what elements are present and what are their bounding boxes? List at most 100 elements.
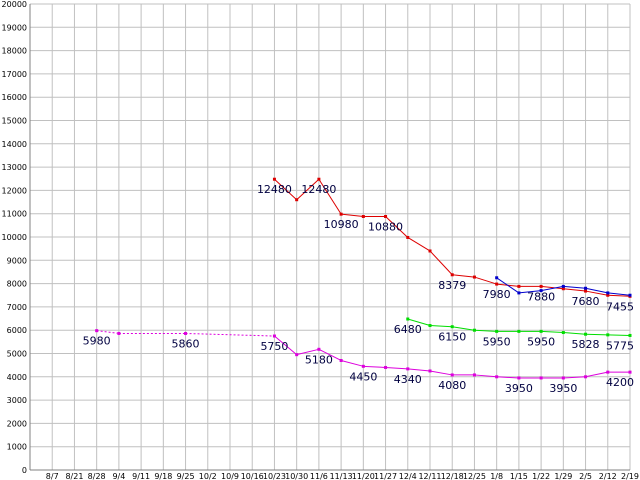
y-tick-label: 1000 — [7, 443, 27, 452]
series-segment — [518, 290, 542, 294]
series-segment — [385, 366, 408, 370]
series-2 — [495, 276, 632, 297]
series-segment — [407, 368, 431, 372]
data-label: 6480 — [394, 323, 422, 336]
data-point — [361, 214, 365, 218]
series-segment — [541, 285, 564, 290]
data-point — [472, 275, 476, 279]
x-tick-label: 2/12 — [599, 472, 617, 480]
x-tick-label: 12/25 — [463, 472, 486, 480]
data-point — [561, 331, 565, 335]
series-segment — [407, 318, 431, 327]
series-segment — [496, 277, 520, 294]
data-point — [606, 293, 610, 297]
y-tick-label: 20000 — [2, 0, 27, 9]
series-segment — [474, 329, 497, 332]
series-segment — [585, 290, 608, 296]
data-label: 4340 — [394, 373, 422, 386]
data-point — [317, 347, 321, 351]
data-label: 4450 — [349, 370, 377, 383]
data-label: 6150 — [438, 331, 466, 344]
y-tick-label: 13000 — [2, 163, 27, 172]
data-label: 8379 — [438, 279, 466, 292]
y-tick-label: 5000 — [7, 350, 27, 359]
data-point — [384, 365, 388, 369]
series-segment — [296, 178, 320, 201]
y-tick-label: 7000 — [7, 303, 27, 312]
data-point — [495, 276, 499, 280]
y-tick-label: 4000 — [7, 373, 27, 382]
x-tick-label: 9/25 — [177, 472, 195, 480]
data-point — [472, 373, 476, 377]
data-point — [517, 329, 521, 333]
data-point — [384, 214, 388, 218]
series-segment — [429, 370, 453, 376]
data-label: 4080 — [438, 379, 466, 392]
x-tick-labels: 8/7 8/21 8/28 9/4 9/11 9/18 9/25 10/2 10/9 10/16 1… — [46, 472, 639, 480]
data-point — [428, 249, 432, 253]
x-tick-label: 12/11 — [418, 472, 441, 480]
series-segment — [363, 365, 386, 368]
data-point — [539, 284, 543, 288]
data-point — [584, 332, 588, 336]
data-point — [606, 291, 610, 295]
series-segment — [385, 216, 409, 238]
x-tick-label: 8/21 — [65, 472, 83, 480]
data-point — [539, 289, 543, 293]
series-segment — [585, 287, 608, 294]
data-point — [495, 375, 499, 379]
data-label: 7880 — [527, 290, 555, 303]
x-tick-label: 10/9 — [221, 472, 239, 480]
data-point — [584, 286, 588, 290]
y-tick-label: 3000 — [7, 396, 27, 405]
x-tick-label: 11/13 — [330, 472, 353, 480]
x-tick-label: 10/23 — [263, 472, 286, 480]
series-segment — [541, 285, 564, 292]
series-segment — [274, 335, 297, 356]
data-point — [95, 329, 99, 333]
x-tick-label: 8/28 — [88, 472, 106, 480]
data-label: 5950 — [527, 335, 555, 348]
series-segment — [452, 274, 475, 278]
y-tick-label: 9000 — [7, 256, 27, 265]
series-segment — [607, 292, 631, 296]
x-tick-label: 9/11 — [132, 472, 150, 480]
data-point — [628, 333, 632, 337]
series-segment — [429, 325, 453, 328]
data-label: 5775 — [606, 339, 634, 352]
data-label: 12480 — [257, 183, 292, 196]
series-4 — [95, 329, 632, 380]
series-segment — [496, 376, 519, 379]
series-segment — [185, 332, 275, 337]
data-point — [584, 289, 588, 293]
data-point — [472, 328, 476, 332]
data-point — [517, 284, 521, 288]
series-segment — [274, 178, 298, 201]
data-point — [561, 287, 565, 291]
data-label: 3950 — [505, 382, 533, 395]
data-point — [361, 364, 365, 368]
series-segment — [318, 178, 342, 215]
x-tick-label: 9/18 — [154, 472, 172, 480]
data-point — [428, 324, 432, 328]
data-label: 5828 — [572, 338, 600, 351]
x-tick-label: 1/29 — [554, 472, 572, 480]
y-tick-label: 15000 — [2, 117, 27, 126]
data-label: 5980 — [83, 335, 111, 348]
x-tick-label: 10/16 — [241, 472, 264, 480]
data-point — [495, 282, 499, 286]
data-point — [295, 353, 299, 357]
data-labels: 12480 12480 10980 10880 8379 7980 7880 7680 7455… — [83, 183, 634, 395]
data-point — [517, 376, 521, 380]
data-label: 4200 — [606, 376, 634, 389]
series-segment — [474, 374, 497, 378]
data-label: 10880 — [368, 220, 403, 233]
y-tick-label: 14000 — [2, 140, 27, 149]
x-tick-label: 12/18 — [441, 472, 464, 480]
series-segment — [607, 294, 631, 297]
data-point — [184, 331, 188, 335]
y-tick-label: 19000 — [2, 23, 27, 32]
data-point — [495, 329, 499, 333]
series-segment — [341, 213, 364, 217]
